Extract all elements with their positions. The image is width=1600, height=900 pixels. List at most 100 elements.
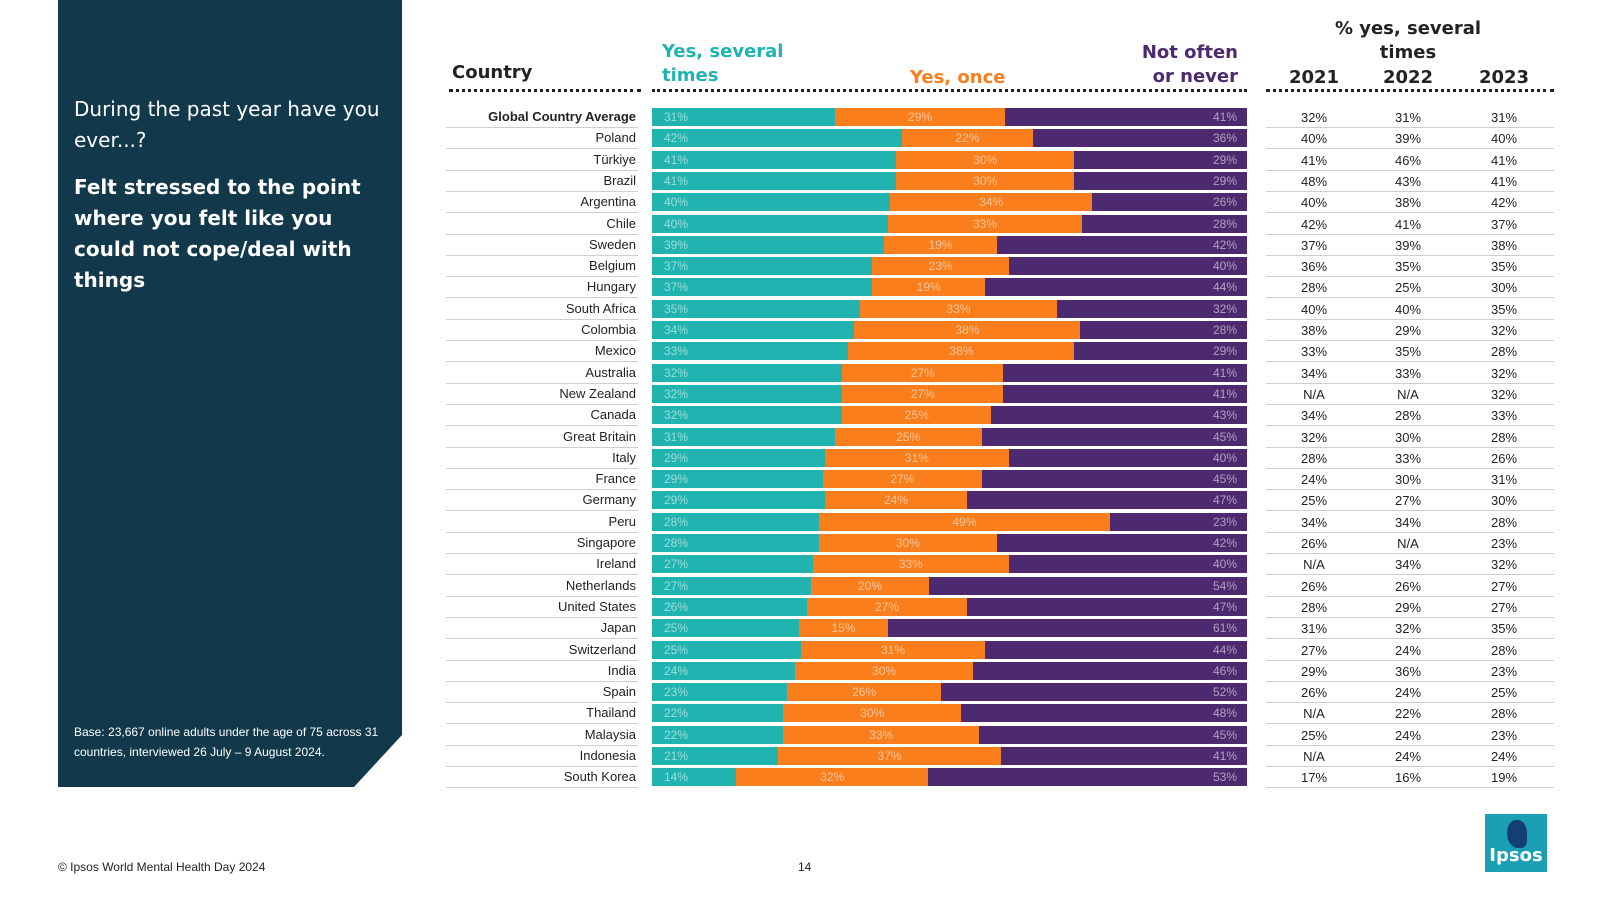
yes-once-segment: [848, 342, 1075, 361]
country-label: Indonesia: [579, 748, 636, 763]
country-label: Poland: [595, 130, 636, 146]
trend-cell: 39%: [1394, 237, 1422, 253]
yes-once-segment: [860, 299, 1057, 318]
country-label: Türkiye: [593, 151, 636, 167]
yes-several-segment: [652, 512, 819, 531]
country-label: France: [595, 471, 636, 487]
trend-cell: N/A: [1397, 386, 1419, 402]
trend-cell: 32%: [1300, 110, 1328, 125]
data-label: 15%: [831, 621, 856, 636]
yes-once-segment: [812, 555, 1009, 574]
row-divider: [446, 766, 638, 767]
not-often-segment: [997, 235, 1247, 254]
country-label: Thailand: [586, 705, 636, 721]
row-divider: [446, 361, 638, 363]
table-row-divider: [1266, 233, 1554, 235]
data-label: 28%: [664, 536, 689, 550]
data-label: 32%: [1213, 301, 1238, 316]
data-label: 28%: [664, 514, 689, 529]
data-label: 42%: [664, 131, 689, 146]
table-header-rule: [1266, 89, 1554, 92]
not-often-segment: [967, 597, 1247, 616]
data-label: 26%: [1213, 195, 1238, 210]
yes-several-segment: [652, 448, 825, 467]
yes-several-segment: [652, 683, 788, 702]
data-label: 41%: [1213, 749, 1238, 763]
row-divider: [446, 553, 638, 554]
data-label: 27%: [890, 472, 915, 487]
not-often-segment: [887, 619, 1247, 638]
not-often-segment: [1003, 363, 1247, 382]
row-divider: [446, 744, 638, 746]
trend-cell: 38%: [1394, 195, 1422, 211]
trend-cell: 31%: [1394, 110, 1422, 125]
yes-several-segment: [652, 640, 801, 659]
trend-cell: 28%: [1490, 642, 1518, 658]
country-label: Germany: [582, 492, 636, 508]
trend-cell: 27%: [1300, 642, 1328, 658]
country-label: Chile: [606, 215, 636, 231]
data-label: 32%: [820, 770, 845, 785]
data-label: 34%: [664, 323, 689, 337]
country-label: Singapore: [576, 535, 636, 550]
yes-once-segment: [782, 725, 980, 744]
data-label: 30%: [973, 173, 998, 188]
data-label: 25%: [904, 408, 929, 423]
trend-cell: N/A: [1303, 386, 1325, 402]
table-row-divider: [1266, 467, 1554, 469]
not-often-header: Not often or never: [1141, 42, 1238, 87]
trend-cell: 40%: [1300, 131, 1328, 147]
yes-once-segment: [778, 747, 1001, 765]
trend-cell: 41%: [1394, 216, 1422, 232]
country-label: Hungary: [586, 279, 636, 295]
trend-cell: 30%: [1490, 493, 1518, 509]
trend-cell: 30%: [1394, 472, 1422, 488]
data-label: 31%: [664, 110, 689, 124]
data-label: 33%: [972, 216, 997, 231]
trend-cell: 32%: [1394, 621, 1422, 637]
table-row-divider: [1266, 553, 1554, 554]
not-often-segment: [1003, 384, 1247, 403]
table-row-divider: [1266, 787, 1554, 789]
yes-several-segment: [652, 406, 843, 425]
yes-several-segment: [652, 108, 835, 126]
trend-cell: 32%: [1490, 365, 1518, 381]
data-label: 22%: [664, 727, 689, 742]
row-divider: [446, 595, 638, 597]
trend-cell: N/A: [1303, 706, 1325, 722]
data-label: 41%: [1213, 365, 1238, 380]
country-label: Global Country Average: [488, 109, 636, 124]
not-often-segment: [940, 683, 1247, 702]
yes-once-segment: [824, 491, 968, 510]
table-row-divider: [1266, 169, 1554, 171]
row-divider: [446, 446, 638, 448]
trend-cell: 28%: [1490, 514, 1518, 530]
data-label: 37%: [664, 280, 689, 295]
page-number: 14: [798, 860, 812, 874]
data-label: 27%: [664, 578, 689, 593]
data-label: 27%: [875, 599, 900, 614]
country-label: Colombia: [581, 322, 636, 337]
table-row-divider: [1266, 744, 1554, 746]
trend-cell: 23%: [1490, 727, 1518, 743]
trend-cell: 26%: [1394, 578, 1422, 594]
row-divider: [446, 233, 638, 235]
data-label: 40%: [1213, 450, 1238, 465]
trend-cell: 34%: [1300, 365, 1328, 381]
trend-cell: 23%: [1490, 663, 1518, 679]
year-2022-header: 2022: [1382, 67, 1434, 88]
country-label: Ireland: [596, 556, 636, 572]
trend-cell: 24%: [1394, 685, 1422, 701]
table-row-divider: [1266, 638, 1554, 640]
row-divider: [446, 318, 638, 320]
table-row-divider: [1266, 403, 1554, 405]
yes-several-segment: [652, 193, 890, 212]
yes-several-segment: [652, 129, 902, 148]
trend-cell: 41%: [1490, 152, 1518, 168]
yes-once-segment: [818, 534, 998, 552]
data-label: 42%: [1213, 536, 1238, 550]
data-label: 41%: [664, 152, 689, 167]
yes-several-segment: [652, 299, 861, 318]
trend-cell: 31%: [1490, 472, 1518, 488]
yes-several-segment: [652, 768, 737, 787]
